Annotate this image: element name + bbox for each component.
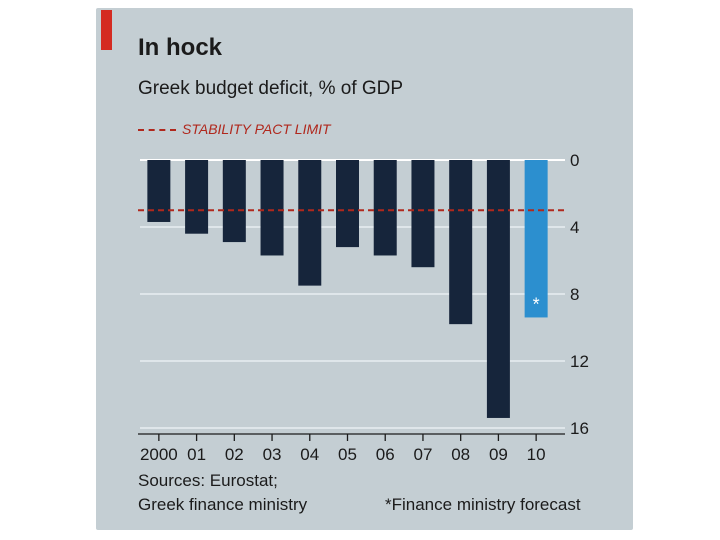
x-tick-label: 03 <box>263 445 282 464</box>
bar <box>411 160 435 268</box>
x-tick-label: 08 <box>451 445 470 464</box>
chart-subtitle: Greek budget deficit, % of GDP <box>138 78 404 99</box>
x-tick-label: 09 <box>489 445 508 464</box>
accent-bar <box>101 10 112 50</box>
legend-dash-icon <box>138 129 176 132</box>
forecast-marker: * <box>533 294 540 314</box>
bar <box>298 160 322 286</box>
legend: STABILITY PACT LIMIT <box>138 122 331 136</box>
bar <box>449 160 473 325</box>
x-tick-label: 2000 <box>140 445 178 464</box>
x-tick-label: 06 <box>376 445 395 464</box>
y-tick-label: 0 <box>570 151 579 170</box>
x-tick-label: 01 <box>187 445 206 464</box>
footnote: *Finance ministry forecast <box>385 495 581 514</box>
source-line-1: Sources: Eurostat; <box>138 471 278 490</box>
chart-title: In hock <box>138 34 223 61</box>
bar <box>260 160 284 256</box>
bar <box>147 160 171 222</box>
x-tick-label: 10 <box>527 445 546 464</box>
source-line-2: Greek finance ministry <box>138 495 308 514</box>
y-tick-label: 4 <box>570 218 579 237</box>
y-tick-label: 16 <box>570 419 589 438</box>
bar <box>486 160 510 418</box>
legend-label: STABILITY PACT LIMIT <box>182 121 331 137</box>
x-tick-label: 07 <box>413 445 432 464</box>
bar <box>336 160 359 248</box>
x-tick-label: 05 <box>338 445 357 464</box>
bar <box>373 160 397 256</box>
y-tick-label: 8 <box>570 285 579 304</box>
x-tick-label: 02 <box>225 445 244 464</box>
bar <box>222 160 246 243</box>
y-tick-label: 12 <box>570 352 589 371</box>
bar <box>185 160 209 234</box>
forecast-bar <box>524 160 548 318</box>
x-tick-label: 04 <box>300 445 319 464</box>
